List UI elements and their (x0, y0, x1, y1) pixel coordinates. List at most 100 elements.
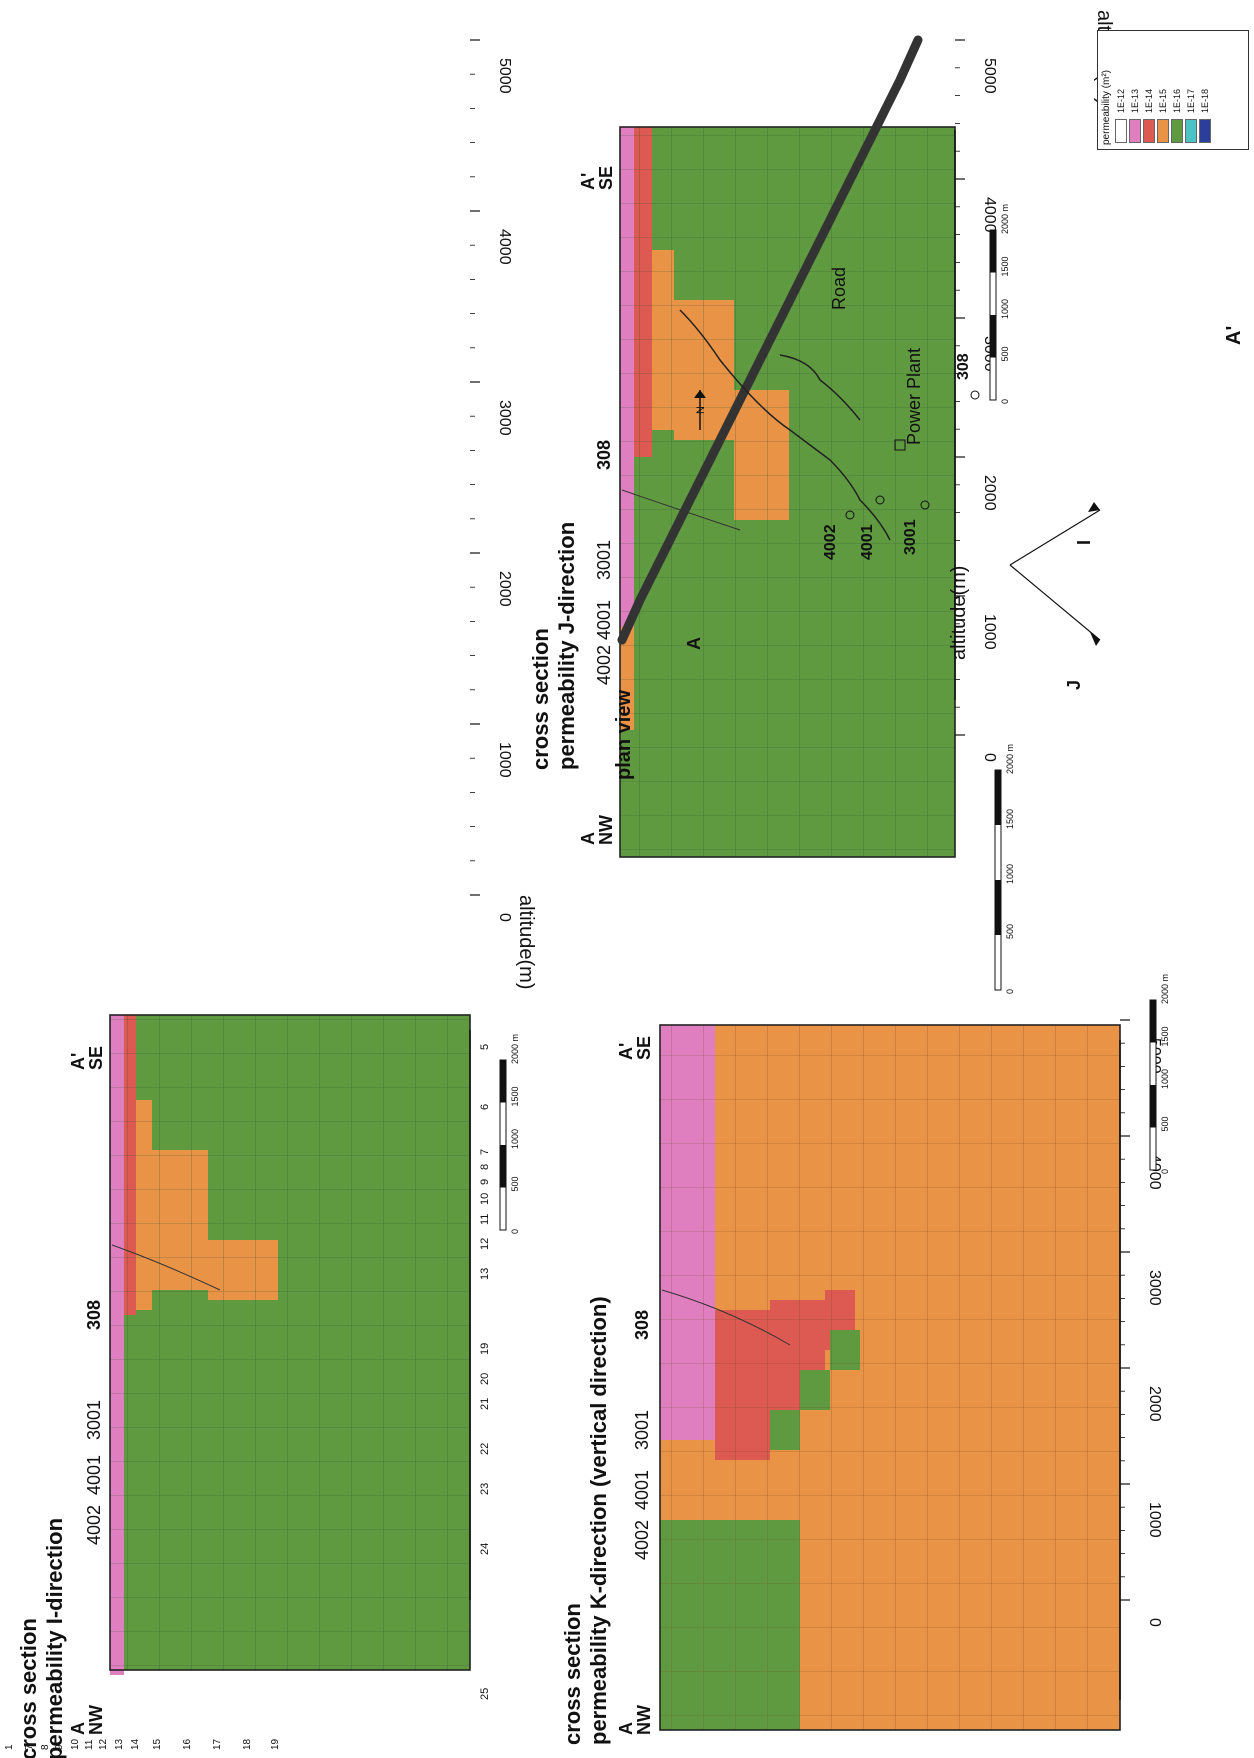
scale-bar-segment (995, 880, 1001, 935)
ij-axes: I J (1009, 502, 1101, 690)
scale-label: 1500 (510, 1086, 520, 1106)
panel-i-end-a: A (68, 1722, 88, 1735)
legend-swatch (1157, 119, 1169, 143)
panel-k-altitude-label: altitude(m) (948, 566, 970, 660)
legend-item: 1E-12 (1114, 31, 1128, 149)
panel-k-well-308: 308 (632, 1310, 652, 1340)
column-number-label: 24 (479, 1543, 491, 1555)
legend-title: permeability (m²) (1101, 69, 1112, 145)
panel-k-end-a: A (616, 1722, 636, 1735)
legend-label: 1E-15 (1158, 88, 1168, 113)
scale-label: 0 (1160, 1169, 1170, 1174)
row-number-label: 10 (70, 1738, 81, 1750)
row-number-label: 18 (242, 1738, 253, 1750)
panel-j-well-308: 308 (594, 440, 614, 470)
scale-bar-segment (500, 1145, 506, 1188)
panel-k-title-line2: permeability K-direction (vertical direc… (586, 1296, 611, 1745)
panel-j-title-line1: cross section (528, 628, 553, 770)
plan-well-3001: 3001 (902, 519, 919, 555)
panel-k-grid (660, 1025, 1120, 1730)
altitude-tick-label: 1000 (981, 614, 998, 650)
legend-label: 1E-12 (1116, 88, 1126, 113)
scale-label: 0 (1005, 989, 1015, 994)
legend-swatch (1185, 119, 1197, 143)
legend-item: 1E-13 (1128, 31, 1142, 149)
row-number-label: 17 (212, 1738, 223, 1750)
panel-i-title-line1: cross section (16, 1618, 41, 1758)
panel-k-well-3001: 3001 (632, 1410, 652, 1450)
legend-label: 1E-17 (1186, 88, 1196, 113)
column-number-label: 22 (479, 1443, 491, 1455)
plan-end-a-prime: A' (1223, 326, 1245, 345)
row-number-label: 19 (270, 1738, 281, 1750)
column-number-label: 8 (479, 1164, 491, 1170)
plan-well-4001: 4001 (859, 524, 876, 560)
legend-label: 1E-16 (1172, 88, 1182, 113)
scale-bar-segment (995, 770, 1001, 825)
scale-label: 1500 (1160, 1026, 1170, 1046)
scale-label: 500 (1160, 1116, 1170, 1131)
scale-label: 500 (510, 1176, 520, 1191)
panel-i-column-numbers: 25 24 23 22 21 20 19 13 12 11 10 9 8 7 6 5 (479, 1044, 491, 1700)
row-number-label: 14 (130, 1738, 141, 1750)
scale-bar-segment (990, 230, 996, 273)
panel-i-well-308: 308 (84, 1300, 104, 1330)
row-number-label: 7 (24, 1744, 35, 1750)
panel-j-direction: cross section permeability J-direction A… (528, 10, 1115, 858)
j-axis-label: J (1064, 680, 1084, 690)
scale-label: 2000 m (1000, 204, 1010, 234)
scale-label: 1000 (1160, 1069, 1170, 1089)
column-number-label: 21 (479, 1398, 491, 1410)
column-number-label: 12 (479, 1238, 491, 1250)
column-number-label: 23 (479, 1483, 491, 1495)
column-number-label: 9 (479, 1179, 491, 1185)
panel-k-well-4002: 4002 (632, 1520, 652, 1560)
scale-label: 0 (1000, 399, 1010, 404)
north-label: N (695, 406, 707, 414)
scale-label: 2000 m (510, 1034, 520, 1064)
legend-item: 1E-16 (1170, 31, 1184, 149)
panel-k-scale-bar: 0 500 1000 1500 2000 m (1149, 974, 1170, 1174)
panel-i-end-nw: NW (86, 1705, 106, 1735)
road-label: Road (829, 267, 849, 310)
j-axis-line (1009, 564, 1101, 641)
altitude-tick-label: 4000 (981, 197, 998, 233)
scale-label: 1000 (1005, 864, 1015, 884)
altitude-tick-label: 4000 (496, 229, 513, 265)
j-axis-arrowhead (1090, 632, 1100, 646)
panel-i-well-3001: 3001 (84, 1400, 104, 1440)
panel-i-end-a-prime: A' (68, 1053, 88, 1070)
plan-view: plan view N Road Power Plant 4002 4001 3… (613, 35, 1245, 994)
plan-view-title: plan view (613, 690, 635, 780)
road-branch (779, 354, 861, 421)
panel-i-well-4002: 4002 (84, 1505, 104, 1545)
altitude-tick-label: 0 (496, 913, 513, 922)
row-number-label: 13 (114, 1738, 125, 1750)
column-number-label: 13 (479, 1268, 491, 1280)
scale-bar-segment (500, 1060, 506, 1103)
panel-i-altitude-label: altitude(m) (515, 895, 537, 989)
plan-well-4002: 4002 (822, 524, 839, 560)
panel-k-end-se: SE (634, 1036, 654, 1060)
column-number-label: 6 (479, 1104, 491, 1110)
well-3001-marker (920, 500, 930, 510)
panel-j-scale-bar: 0 500 1000 1500 2000 m (989, 204, 1010, 404)
panel-k-well-trace (661, 1289, 791, 1346)
i-axis-label: I (1074, 540, 1094, 545)
panel-j-end-a: A (578, 832, 598, 845)
altitude-tick-label: 1000 (1146, 1502, 1163, 1538)
scale-bar-segment (1150, 1085, 1156, 1128)
panel-i-title-line2: permeability I-direction (42, 1518, 67, 1758)
row-number-label: 11 (84, 1739, 95, 1750)
panel-j-end-se: SE (596, 166, 616, 190)
legend-label: 1E-14 (1144, 88, 1154, 113)
legend-swatch (1199, 119, 1211, 143)
column-number-label: 11 (479, 1214, 491, 1225)
scale-label: 1500 (1005, 809, 1015, 829)
scale-bar-segment (1150, 1000, 1156, 1043)
scale-label: 500 (1005, 924, 1015, 939)
altitude-tick-label: 5000 (981, 58, 998, 94)
panel-j-grid (620, 127, 955, 857)
panel-i-direction: cross section permeability I-direction A… (4, 39, 537, 1758)
